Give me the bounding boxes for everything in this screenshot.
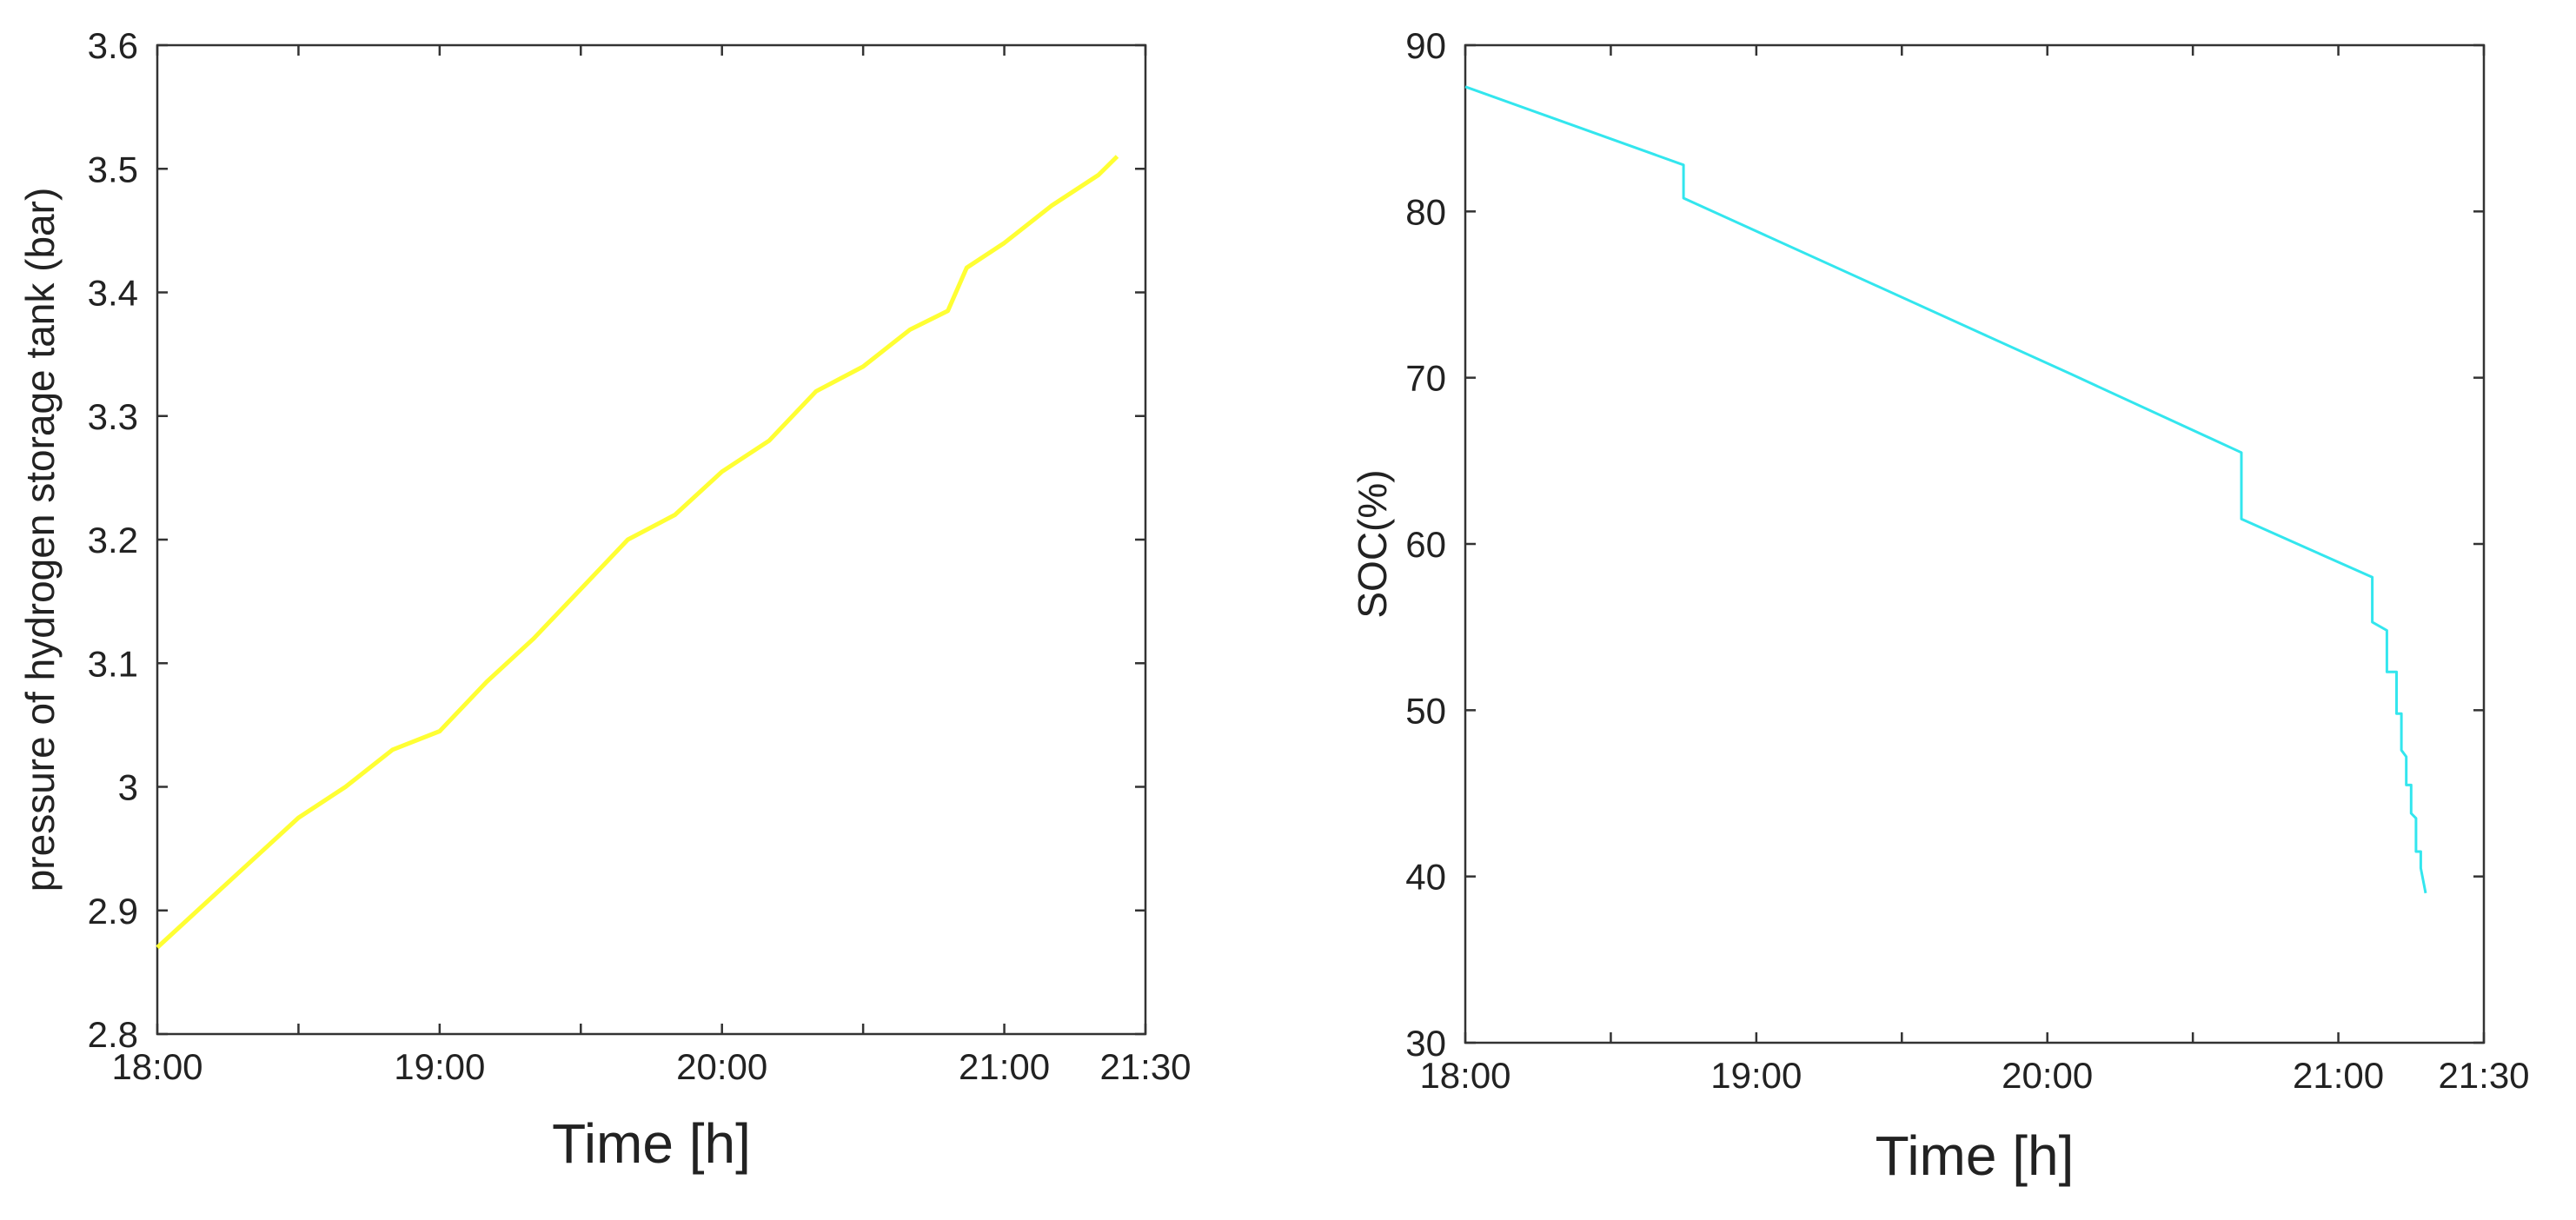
pressure-x-tick-label: 19:00 <box>394 1046 485 1087</box>
soc-y-tick-label: 90 <box>1405 25 1446 66</box>
soc-chart-panel: 18:00 19:00 20:00 21:00 21:30 30 40 50 60 70 80 90 T… <box>1350 25 2530 1187</box>
soc-y-tick-label: 40 <box>1405 857 1446 898</box>
soc-y-tick-label: 80 <box>1405 191 1446 232</box>
soc-y-tick-label: 60 <box>1405 524 1446 565</box>
soc-y-tick-label: 30 <box>1405 1023 1446 1064</box>
pressure-x-tick-label: 21:30 <box>1099 1046 1191 1087</box>
soc-y-axis-title: SOC(%) <box>1350 469 1395 618</box>
pressure-chart-panel: 18:00 19:00 20:00 21:00 21:30 2.8 2.9 3 3.1 3.2 3.… <box>17 25 1192 1175</box>
soc-x-tick-label: 21:00 <box>2293 1055 2384 1096</box>
soc-y-tick-label: 70 <box>1405 358 1446 399</box>
pressure-series-line <box>156 155 1119 950</box>
soc-x-axis-title: Time [h] <box>1876 1124 2075 1187</box>
soc-series-line <box>1464 85 2427 894</box>
pressure-x-tick-label: 20:00 <box>676 1046 767 1087</box>
pressure-y-tick-label: 3.3 <box>88 396 138 437</box>
pressure-x-tick-label: 18:00 <box>111 1046 202 1087</box>
soc-x-tick-label: 21:30 <box>2438 1055 2529 1096</box>
soc-x-tick-label: 19:00 <box>1710 1055 1802 1096</box>
pressure-x-tick-label: 21:00 <box>959 1046 1050 1087</box>
soc-y-tick-label: 50 <box>1405 690 1446 731</box>
soc-x-tick-label: 18:00 <box>1419 1055 1510 1096</box>
pressure-y-tick-label: 2.9 <box>88 891 138 932</box>
pressure-plot-frame <box>156 43 1147 1036</box>
soc-plot-frame <box>1464 43 2486 1044</box>
pressure-y-tick-label: 3.1 <box>88 643 138 684</box>
pressure-y-tick-label: 3 <box>118 767 138 808</box>
pressure-y-tick-label: 3.6 <box>88 25 138 66</box>
pressure-y-tick-label: 3.2 <box>88 520 138 560</box>
pressure-y-tick-label: 3.5 <box>88 149 138 189</box>
pressure-x-axis-title: Time [h] <box>552 1112 751 1175</box>
pressure-y-tick-label: 2.8 <box>88 1014 138 1055</box>
pressure-y-axis-title: pressure of hydrogen storage tank (bar) <box>17 188 63 892</box>
soc-x-tick-label: 20:00 <box>2002 1055 2093 1096</box>
pressure-y-tick-label: 3.4 <box>88 273 138 314</box>
